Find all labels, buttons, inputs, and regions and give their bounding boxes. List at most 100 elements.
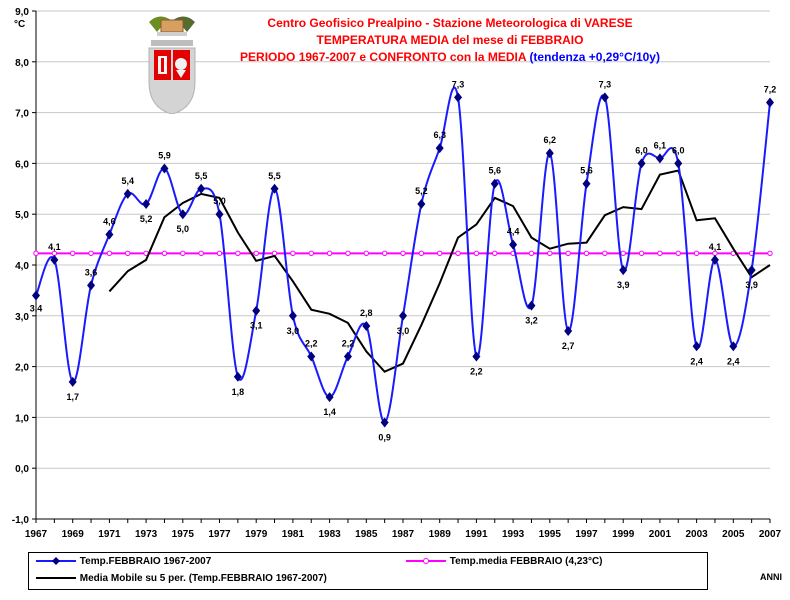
x-tick-label: 1989 [429,529,452,540]
x-tick-label: 1981 [282,529,305,540]
temperature-point [68,376,77,387]
x-tick-label: 1971 [98,529,121,540]
temperature-point [637,158,646,169]
data-label: 4,6 [103,217,116,227]
data-label: 5,6 [580,166,593,176]
y-tick-label: 3,0 [15,312,29,323]
data-labels: 3,4 4,1 1,7 3,6 4,6 5,4 5,2 5,9 5,0 5,5 5,0 1,8 3,1 5… [30,79,777,442]
legend: Temp.FEBBRAIO 1967-2007 Temp.media FEBBR… [28,552,708,590]
mean-point [271,250,278,257]
temperature-point [472,351,481,362]
y-tick-label: -1,0 [12,515,30,526]
temperature-point [32,290,40,301]
temperature-point [399,310,407,321]
data-label: 7,3 [452,79,465,89]
data-label: 5,9 [158,150,171,160]
data-label: 5,5 [268,171,281,181]
temperature-point [252,305,261,316]
y-tick-label: 9,0 [15,7,29,18]
mean-point [106,250,113,257]
mean-point [565,250,571,257]
mean-point [198,250,204,257]
data-label: 4,4 [507,227,520,237]
temperature-point [674,158,683,169]
data-label: 6,1 [654,140,667,150]
y-tick-label: 2,0 [15,363,29,374]
data-label: 5,4 [121,176,134,186]
mean-point [180,250,186,257]
mean-point [675,250,681,257]
temperature-point [288,310,297,321]
mean-point [345,250,351,257]
mean-point [620,250,626,257]
mean-point [767,250,773,257]
grid [36,10,770,469]
mean-point [381,250,388,257]
mean-point [657,250,663,257]
temperature-series [32,86,774,428]
legend-item-temperature: Temp.FEBBRAIO 1967-2007 [35,556,211,567]
temperature-point [215,209,224,220]
mean-point [583,250,590,257]
mean-series [33,250,773,257]
temperature-point [233,371,242,382]
temperature-point [343,351,352,362]
temperature-point [417,199,426,210]
temperature-point [307,351,316,362]
legend-item-moving-average: Media Mobile su 5 per. (Temp.FEBBRAIO 19… [35,573,327,584]
title-period: PERIODO 1967-2007 e CONFRONTO con la MED… [240,50,527,64]
x-tick-label: 1967 [25,529,48,540]
x-tick-label: 1975 [172,529,195,540]
data-label: 2,8 [360,308,373,318]
temperature-point [509,239,518,250]
mean-point [161,250,168,257]
temperature-point [270,183,279,194]
mean-point [492,250,498,257]
data-label: 0,9 [378,432,391,442]
data-label: 3,9 [745,280,758,290]
data-label: 5,6 [488,166,501,176]
data-label: 3,2 [525,316,538,326]
temperature-point [564,326,573,337]
temperature-point [545,148,554,159]
temperature-point [380,417,389,428]
y-tick-label: 4,0 [15,261,29,272]
x-tick-label: 1979 [245,529,268,540]
x-tick-label: 2003 [685,529,708,540]
legend-swatch-moving-average [36,577,76,580]
moving-average-series [108,169,771,373]
mean-point [602,250,608,257]
data-label: 3,9 [617,280,630,290]
mean-point [326,250,333,257]
mean-point [33,250,39,257]
temperature-point [729,341,738,352]
mean-point [88,250,94,257]
temperature-point [619,265,628,276]
x-tick-label: 1995 [539,529,562,540]
data-label: 5,5 [195,171,208,181]
title-line-1: Centro Geofisico Prealpino - Stazione Me… [267,16,633,30]
mean-point [528,250,535,257]
legend-label-temperature: Temp.FEBBRAIO 1967-2007 [79,556,212,567]
data-label: 1,7 [66,392,79,402]
legend-label-mean: Temp.media FEBBRAIO (4,23°C) [449,556,603,567]
temperature-point [197,183,206,194]
temperature-point [490,178,499,189]
data-label: 2,4 [727,356,740,366]
temperature-point [123,188,132,199]
mean-point [638,250,645,257]
data-label: 6,2 [544,135,557,145]
legend-swatch-temperature [36,557,76,566]
temperature-point [435,143,444,154]
mean-point [693,250,700,257]
x-tick-label: 1985 [355,529,378,540]
temperature-point [87,280,96,291]
x-tick-label: 1977 [208,529,231,540]
data-label: 3,0 [397,326,410,336]
legend-item-mean: Temp.media FEBBRAIO (4,23°C) [405,556,603,567]
data-label: 5,0 [177,224,190,234]
data-label: 6,0 [672,145,685,155]
data-label: 2,2 [305,338,318,348]
title-line-3: PERIODO 1967-2007 e CONFRONTO con la MED… [230,50,670,64]
temperature-point [160,163,169,174]
